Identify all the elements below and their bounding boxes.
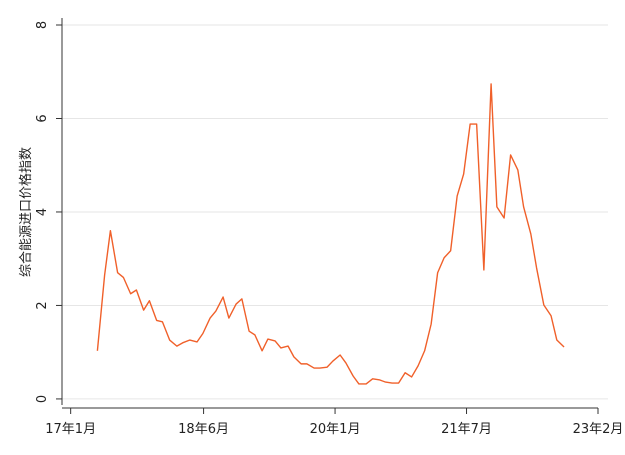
y-tick-label: 2 [35, 301, 50, 309]
y-axis-label: 综合能源进口价格指数 [18, 147, 34, 277]
y-tick-label: 8 [35, 21, 50, 29]
y-tick-label: 6 [35, 114, 50, 122]
y-tick-label: 4 [35, 208, 50, 216]
x-tick-label: 21年7月 [441, 422, 492, 437]
y-tick-label: 0 [35, 395, 50, 403]
x-tick-label: 18年6月 [178, 422, 229, 437]
x-tick-label: 20年1月 [310, 422, 361, 437]
x-tick-label: 17年1月 [45, 422, 96, 437]
line-series [96, 83, 565, 385]
x-tick-label: 23年2月 [573, 422, 624, 437]
